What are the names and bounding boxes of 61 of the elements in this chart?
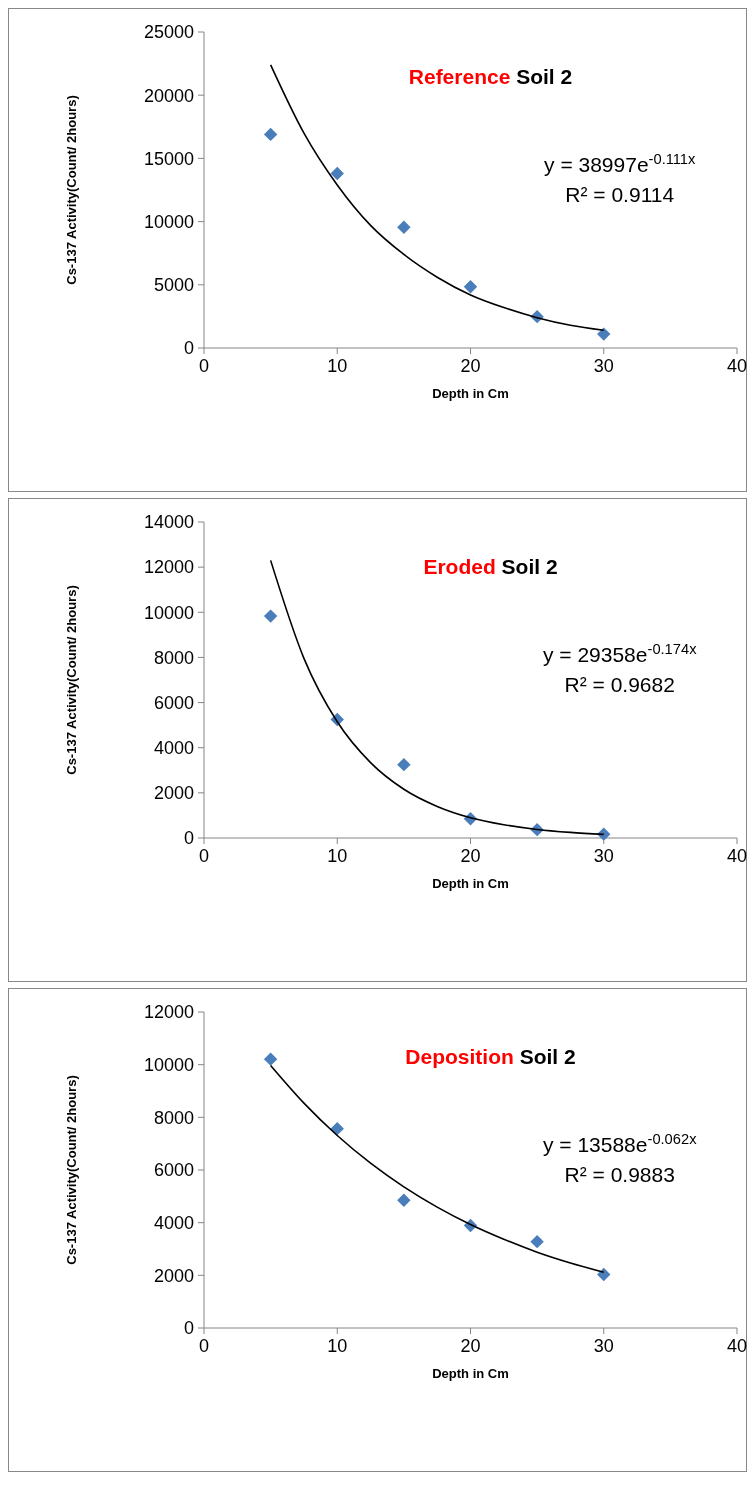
y-tick-label: 6000 <box>153 1160 194 1181</box>
point <box>263 609 278 623</box>
point <box>463 280 478 294</box>
y-tick-label: 0 <box>183 338 194 359</box>
y-tick-label: 14000 <box>143 512 194 533</box>
text: Eroded Soil 2 <box>423 555 558 578</box>
x-tick-label: 20 <box>460 1336 481 1356</box>
x-tick-label: 10 <box>327 846 348 866</box>
text: Reference Soil 2 <box>408 65 573 88</box>
x-tick-label: 0 <box>198 356 210 376</box>
y-tick-label: 0 <box>183 828 194 849</box>
y-tick-label: 10000 <box>143 602 194 623</box>
x-tick-label: 10 <box>327 1336 348 1356</box>
y-axis-title: Cs-137 Activity(Count/ 2hours) <box>64 1075 79 1265</box>
x-tick-label: 0 <box>198 846 210 866</box>
y-tick-label: 5000 <box>153 275 194 296</box>
x-axis-title: Depth in Cm <box>432 386 509 401</box>
point <box>530 1234 544 1249</box>
y-tick-label: 25000 <box>143 22 194 43</box>
x-tick-label: 40 <box>726 1336 748 1356</box>
point <box>397 220 411 234</box>
y-tick-label: 10000 <box>143 1054 194 1075</box>
x-tick-label: 10 <box>327 356 348 376</box>
x-tick-label: 40 <box>726 846 748 866</box>
y-tick-label: 12000 <box>143 1002 194 1023</box>
y-tick-label: 4000 <box>153 738 194 759</box>
x-axis-title: Depth in Cm <box>432 1366 509 1381</box>
y-tick-label: 2000 <box>153 1265 194 1286</box>
x-tick-label: 20 <box>460 846 481 866</box>
y-tick-label: 10000 <box>143 211 194 232</box>
x-tick-label: 0 <box>198 1336 210 1356</box>
x-tick-label: 30 <box>593 1336 614 1356</box>
x-tick-label: 40 <box>726 356 748 376</box>
y-axis-title: Cs-137 Activity(Count/ 2hours) <box>64 585 79 775</box>
y-tick-label: 8000 <box>153 1107 194 1128</box>
y-tick-label: 2000 <box>153 783 194 804</box>
point <box>597 327 611 341</box>
x-tick-label: 30 <box>593 356 614 376</box>
text: Deposition Soil 2 <box>405 1045 576 1068</box>
point <box>397 1193 411 1207</box>
y-tick-label: 15000 <box>143 148 194 169</box>
point <box>263 127 278 142</box>
y-tick-label: 12000 <box>143 557 194 578</box>
y-tick-label: 20000 <box>143 85 194 106</box>
y-tick-label: 6000 <box>153 692 194 713</box>
annotation: y = 38997e$^{-0.111x}$ <box>544 151 697 176</box>
annotation: R² = 0.9883 <box>564 1163 675 1186</box>
y-axis-title: Cs-137 Activity(Count/ 2hours) <box>64 95 79 285</box>
x-tick-label: 30 <box>593 846 614 866</box>
x-tick-label: 20 <box>460 356 481 376</box>
point <box>263 1052 278 1066</box>
x-axis-title: Depth in Cm <box>432 876 509 891</box>
annotation: R² = 0.9682 <box>564 673 675 696</box>
annotation: y = 13588e$^{-0.062x}$ <box>542 1131 698 1156</box>
annotation: y = 29358e$^{-0.174x}$ <box>542 641 698 666</box>
y-tick-label: 4000 <box>153 1212 194 1233</box>
y-tick-label: 0 <box>183 1318 194 1339</box>
y-tick-label: 8000 <box>153 647 194 668</box>
point <box>397 757 411 772</box>
point <box>330 166 344 181</box>
annotation: R² = 0.9114 <box>565 183 675 206</box>
